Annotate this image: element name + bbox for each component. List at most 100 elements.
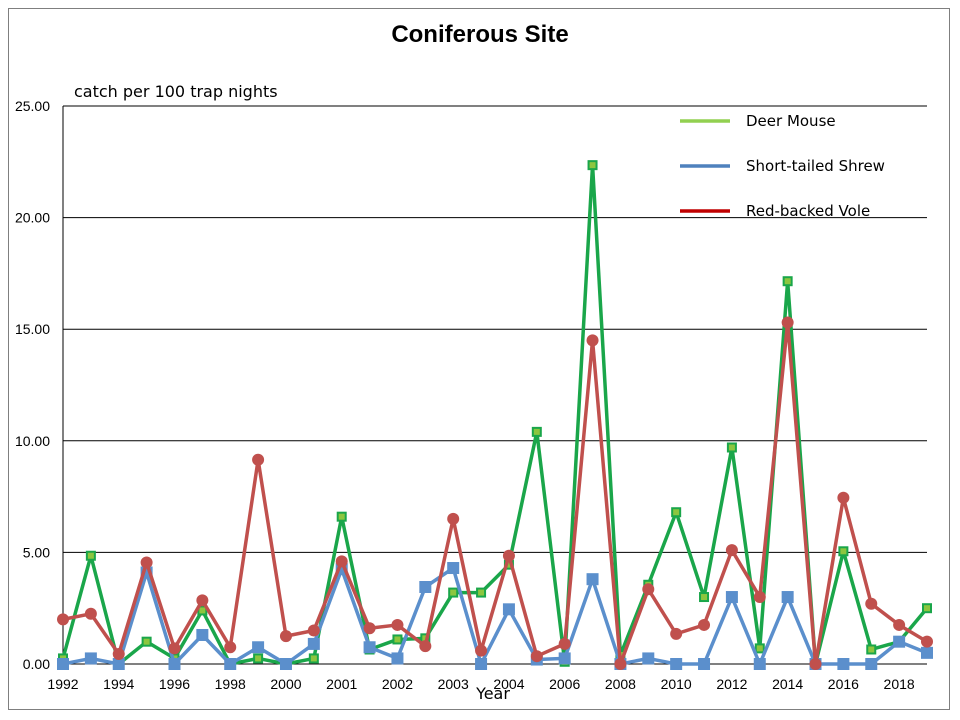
data-point — [335, 555, 348, 568]
data-point — [753, 658, 766, 670]
data-point — [57, 658, 69, 670]
x-tick-label: 1992 — [47, 676, 78, 692]
data-point — [279, 630, 292, 643]
data-point — [586, 573, 599, 586]
data-point — [558, 637, 571, 650]
data-point — [252, 453, 265, 466]
chart-frame — [8, 8, 950, 710]
data-point — [502, 603, 515, 616]
legend-label: Deer Mouse — [746, 112, 836, 130]
data-point — [921, 635, 933, 648]
data-point — [726, 442, 737, 453]
data-point — [84, 607, 97, 620]
data-point — [725, 591, 738, 604]
data-point — [308, 653, 319, 664]
data-point — [865, 658, 878, 670]
y-tick-label: 15.00 — [15, 321, 50, 337]
series-line — [61, 163, 929, 666]
data-point — [893, 618, 906, 631]
data-point — [699, 592, 710, 603]
series-1 — [57, 562, 933, 670]
x-tick-label: 2016 — [828, 676, 859, 692]
data-point — [698, 658, 711, 670]
data-point — [502, 549, 515, 562]
x-tick-label: 2001 — [326, 676, 357, 692]
data-point — [838, 546, 849, 557]
data-point — [587, 160, 598, 171]
data-point — [781, 591, 794, 604]
data-point — [922, 603, 932, 614]
data-point — [530, 650, 543, 663]
data-point — [307, 637, 320, 650]
data-point — [363, 641, 376, 654]
data-point — [252, 641, 265, 654]
series-2 — [57, 316, 933, 670]
data-point — [224, 641, 237, 654]
data-point — [725, 544, 738, 557]
data-point — [865, 597, 878, 610]
x-tick-label: 2014 — [772, 676, 803, 692]
data-point — [253, 653, 264, 664]
data-point — [392, 634, 403, 645]
y-tick-label: 10.00 — [15, 433, 50, 449]
data-point — [670, 627, 683, 640]
data-point — [837, 491, 850, 504]
x-tick-label: 2012 — [716, 676, 747, 692]
data-point — [84, 652, 97, 665]
x-tick-label: 2018 — [884, 676, 915, 692]
data-point — [670, 658, 683, 670]
data-point — [363, 622, 376, 635]
data-point — [782, 276, 793, 287]
data-point — [586, 334, 599, 347]
data-point — [614, 658, 627, 670]
x-tick-label: 2004 — [493, 676, 524, 692]
series-line — [62, 320, 928, 666]
x-tick-label: 1998 — [215, 676, 246, 692]
chart-title: Coniferous Site — [391, 21, 568, 48]
y-tick-label: 5.00 — [23, 544, 50, 560]
x-tick-label: 2010 — [661, 676, 692, 692]
x-tick-label: 1996 — [159, 676, 190, 692]
data-point — [419, 640, 432, 653]
data-point — [642, 583, 655, 596]
y-tick-label: 25.00 — [15, 98, 50, 114]
x-tick-label: 2006 — [549, 676, 580, 692]
data-point — [140, 556, 153, 569]
data-point — [671, 507, 682, 518]
data-point — [531, 426, 542, 437]
data-point — [112, 658, 125, 670]
legend: Deer Mouse Short-tailed Shrew Red-backed V… — [680, 112, 885, 220]
y-tick-label: 20.00 — [15, 210, 50, 226]
data-point — [279, 658, 292, 670]
data-point — [336, 511, 347, 522]
data-point — [391, 652, 404, 665]
data-point — [698, 618, 711, 631]
series — [57, 160, 933, 670]
x-tick-label: 2000 — [270, 676, 301, 692]
data-point — [476, 587, 487, 598]
x-tick-label: 2008 — [605, 676, 636, 692]
data-point — [921, 646, 933, 659]
y-tick-label: 0.00 — [23, 656, 50, 672]
data-point — [307, 624, 320, 637]
data-point — [141, 636, 152, 647]
axes: 0.00 5.00 10.00 15.00 20.00 25.00 1992 1994 1996… — [15, 98, 927, 692]
x-tick-label: 2002 — [382, 676, 413, 692]
data-point — [475, 658, 488, 670]
data-point — [168, 642, 181, 655]
data-point — [753, 591, 766, 604]
legend-label: Short-tailed Shrew — [746, 157, 885, 175]
data-point — [112, 647, 125, 660]
series-0 — [58, 160, 932, 669]
data-point — [419, 580, 432, 593]
data-point — [475, 644, 488, 657]
data-point — [837, 658, 850, 670]
data-point — [754, 643, 765, 654]
y-axis-label: catch per 100 trap nights — [74, 82, 278, 101]
data-point — [196, 628, 209, 641]
x-axis-label: Year — [475, 684, 510, 703]
data-point — [893, 635, 906, 648]
data-point — [447, 562, 460, 575]
data-point — [558, 652, 571, 665]
